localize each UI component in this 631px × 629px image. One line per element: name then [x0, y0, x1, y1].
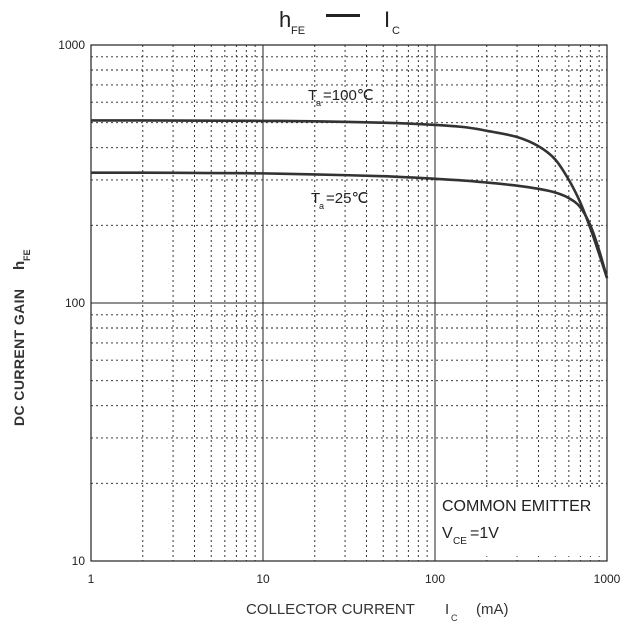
title-hfe: h	[279, 7, 291, 32]
y-tick-label: 1000	[58, 38, 85, 52]
title-hfe-sub: FE	[291, 25, 305, 37]
x-axis-label-unit: (mA)	[476, 601, 509, 618]
x-axis-label-symbol-sub: C	[451, 613, 458, 623]
curves	[90, 119, 609, 279]
series-label-25c-t: T	[311, 190, 320, 207]
series-label-100c-sub: a	[316, 98, 321, 108]
y-axis-label: DC CURRENT GAIN h FE	[11, 249, 32, 426]
series-label-100c: T a =100℃	[308, 87, 374, 108]
annotation-vce: V	[442, 525, 453, 542]
series-label-100c-t: T	[308, 87, 317, 104]
y-tick-label: 10	[72, 554, 86, 568]
title-ic: I	[384, 7, 390, 32]
x-tick-label: 1000	[594, 572, 621, 586]
y-tick-label: 100	[65, 296, 85, 310]
annotation-common-emitter: COMMON EMITTER V CE =1V	[438, 488, 603, 556]
grid	[91, 45, 607, 561]
x-axis-label: COLLECTOR CURRENT I C (mA)	[246, 601, 509, 623]
series-line-1	[90, 171, 609, 279]
y-axis-label-symbol: h	[11, 261, 28, 270]
title-ic-sub: C	[392, 25, 400, 37]
annotation-vce-sub: CE	[453, 536, 467, 547]
series-label-25c-sub: a	[319, 201, 324, 211]
x-tick-label: 100	[425, 572, 445, 586]
annotation-line1: COMMON EMITTER	[442, 498, 591, 515]
x-axis-label-text: COLLECTOR CURRENT	[246, 601, 415, 618]
series-label-100c-rest: =100℃	[323, 87, 374, 104]
y-axis-label-symbol-sub: FE	[22, 249, 32, 261]
annotation-vce-rest: =1V	[470, 525, 499, 542]
series-label-25c: T a =25℃	[311, 190, 368, 211]
chart-title: h FE I C	[279, 7, 400, 37]
y-axis-label-text: DC CURRENT GAIN	[11, 289, 27, 426]
series-label-25c-rest: =25℃	[326, 190, 368, 207]
x-tick-label: 10	[256, 572, 270, 586]
x-tick-label: 1	[88, 572, 95, 586]
title-dash	[326, 14, 360, 17]
annotation-bg	[438, 488, 603, 556]
x-axis-label-symbol: I	[445, 601, 449, 618]
